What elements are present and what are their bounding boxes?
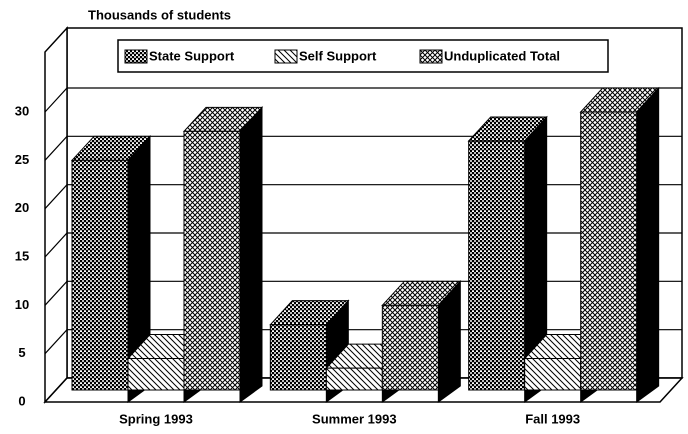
- legend-label: Unduplicated Total: [444, 48, 560, 63]
- bar: [127, 358, 185, 391]
- y-tick-label: 20: [15, 200, 29, 215]
- side-wall: [44, 26, 68, 404]
- bar: [71, 159, 129, 391]
- y-axis-label: Thousands of students: [88, 7, 231, 22]
- bar: [183, 130, 241, 391]
- bar: [580, 111, 638, 391]
- bar: [468, 140, 526, 391]
- legend-label: State Support: [149, 48, 235, 63]
- legend: State Support Self Support Unduplicated To…: [117, 39, 609, 73]
- x-tick-label: Summer 1993: [312, 411, 397, 426]
- legend-box: [117, 39, 609, 73]
- bar-side: [239, 106, 263, 403]
- bar: [325, 367, 383, 391]
- legend-swatch: [124, 49, 148, 64]
- legend-swatch: [419, 49, 443, 64]
- y-tick-label: 25: [15, 152, 29, 167]
- y-tick-label: 10: [15, 297, 29, 312]
- y-tick-label: 5: [18, 345, 25, 360]
- y-tick-label: 0: [18, 393, 25, 408]
- grid-line: [44, 87, 682, 113]
- y-tick-label: 30: [15, 103, 29, 118]
- bar: [524, 358, 582, 391]
- bar: [269, 324, 327, 391]
- y-tick-label: 15: [15, 248, 29, 263]
- legend-label: Self Support: [299, 48, 377, 63]
- bar-side: [636, 86, 660, 403]
- x-tick-label: Spring 1993: [119, 411, 193, 426]
- x-tick-label: Fall 1993: [525, 411, 580, 426]
- bar: [381, 304, 439, 391]
- legend-swatch: [274, 49, 298, 64]
